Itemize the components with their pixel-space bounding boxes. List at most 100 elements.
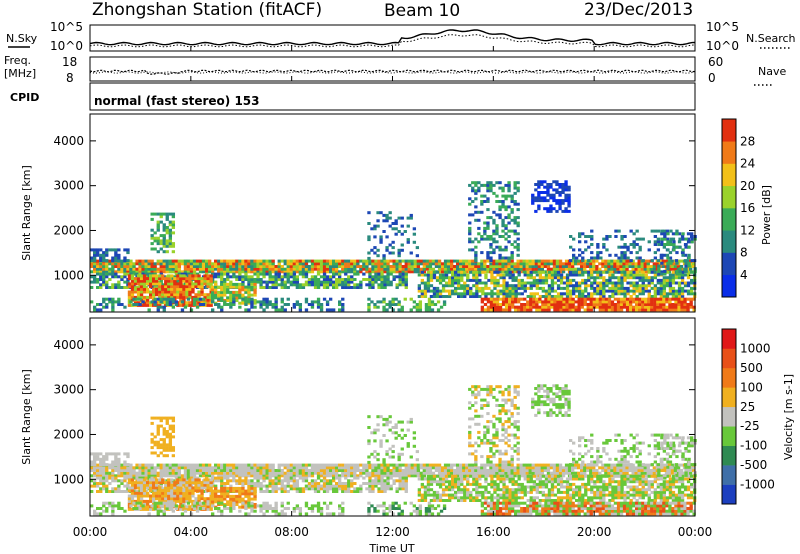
- power-cell: [170, 279, 174, 283]
- power-cell: [367, 305, 371, 309]
- power-cell: [510, 208, 514, 212]
- velocity-cell: [135, 476, 139, 480]
- freq-unit-label: [MHz]: [4, 67, 36, 80]
- power-cell: [659, 243, 664, 246]
- power-cell: [374, 265, 378, 268]
- power-cell: [417, 295, 422, 298]
- power-cell: [156, 228, 160, 232]
- power-cell: [505, 270, 509, 274]
- power-cell: [514, 297, 518, 301]
- power-cell: [146, 277, 150, 281]
- power-cell: [158, 293, 162, 297]
- power-cell: [401, 270, 405, 274]
- power-cell: [614, 235, 618, 238]
- power-cell: [541, 295, 546, 298]
- power-cell: [368, 259, 372, 263]
- power-cell: [635, 229, 639, 233]
- velocity-cell: [525, 463, 529, 467]
- velocity-cell: [335, 474, 339, 478]
- power-cell: [493, 284, 497, 288]
- velocity-cell: [534, 463, 539, 467]
- power-cell: [635, 300, 639, 304]
- power-cell: [247, 275, 251, 279]
- power-cell: [468, 265, 472, 268]
- power-cell: [457, 273, 461, 277]
- velocity-cell: [286, 479, 290, 483]
- power-cell: [167, 282, 171, 286]
- velocity-cell: [117, 490, 121, 493]
- power-cell: [226, 299, 230, 302]
- power-cell: [265, 265, 269, 268]
- velocity-cell: [150, 476, 154, 480]
- velocity-cell: [96, 474, 100, 478]
- power-cell: [401, 283, 405, 287]
- power-cell: [537, 185, 541, 189]
- velocity-cell: [577, 471, 581, 475]
- power-cell: [397, 248, 401, 252]
- velocity-cell: [286, 466, 290, 470]
- power-cell: [419, 262, 424, 266]
- power-cell: [569, 284, 573, 288]
- velocity-cell: [292, 471, 297, 475]
- power-cell: [146, 303, 150, 307]
- power-cell: [578, 286, 582, 290]
- power-cell: [451, 278, 455, 282]
- velocity-cell: [486, 471, 490, 475]
- power-cell: [158, 277, 162, 281]
- velocity-cell: [262, 479, 266, 483]
- power-cell: [644, 308, 648, 312]
- power-cell: [155, 277, 159, 281]
- power-cell: [446, 265, 451, 268]
- power-cell: [217, 270, 221, 274]
- power-cell: [616, 259, 620, 263]
- velocity-cell: [289, 484, 294, 488]
- velocity-cell: [274, 487, 278, 491]
- power-cell: [526, 273, 530, 277]
- power-cell: [516, 181, 520, 185]
- power-cell: [517, 270, 521, 274]
- power-cell: [194, 274, 198, 278]
- power-cell: [379, 238, 383, 242]
- power-cell: [581, 292, 585, 296]
- power-cell: [235, 290, 239, 294]
- velocity-cell: [259, 474, 263, 478]
- power-cell: [567, 196, 571, 200]
- power-cell: [555, 262, 560, 266]
- power-cell: [165, 265, 169, 268]
- power-cell: [156, 305, 160, 309]
- power-cell: [149, 285, 153, 289]
- velocity-cell: [371, 463, 375, 467]
- velocity-cell: [220, 474, 224, 478]
- velocity-cell: [217, 479, 221, 483]
- velocity-cell: [383, 471, 387, 475]
- velocity-cell: [105, 484, 109, 488]
- power-cell: [440, 267, 445, 271]
- power-cell: [316, 300, 321, 304]
- power-cell: [226, 259, 230, 263]
- velocity-cell: [583, 466, 587, 470]
- power-cell: [468, 229, 472, 233]
- power-cell: [683, 284, 688, 288]
- power-cell: [226, 272, 230, 276]
- power-cell: [448, 276, 452, 280]
- power-cell: [553, 273, 558, 277]
- power-cell: [436, 308, 441, 312]
- velocity-cell: [226, 466, 230, 470]
- power-cell: [572, 284, 576, 288]
- power-cell: [373, 227, 377, 231]
- power-cell: [341, 270, 345, 274]
- power-cell: [607, 259, 611, 263]
- power-cell: [158, 287, 162, 291]
- velocity-cell: [244, 466, 248, 470]
- power-cell: [283, 267, 287, 271]
- power-cell: [435, 289, 440, 293]
- power-cell: [492, 210, 496, 214]
- power-cell: [677, 295, 682, 298]
- power-cell: [492, 191, 496, 195]
- velocity-cell: [223, 466, 227, 470]
- power-cell: [105, 272, 109, 276]
- velocity-cell: [99, 476, 103, 480]
- power-cell: [562, 286, 567, 290]
- power-cell: [507, 194, 511, 198]
- power-cell: [149, 295, 153, 299]
